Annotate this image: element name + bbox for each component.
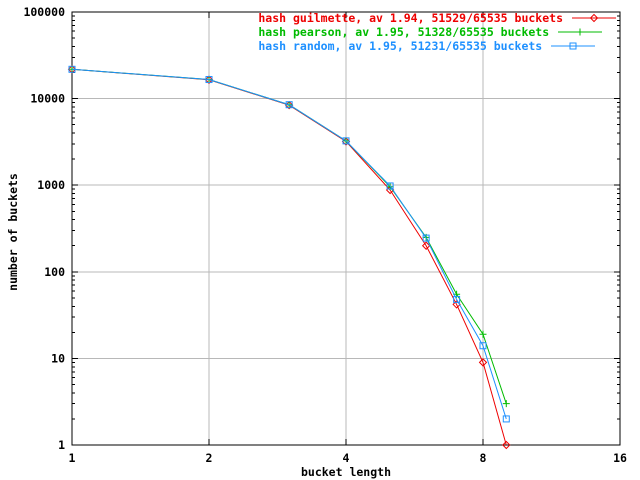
data-point-marker — [285, 101, 293, 109]
legend: hash guilmette, av 1.94, 51529/65535 buc… — [258, 11, 617, 53]
x-tick-label: 16 — [613, 451, 627, 465]
diamond-marker-icon — [589, 13, 599, 23]
y-tick-label: 100 — [44, 265, 65, 279]
data-point-marker — [422, 234, 430, 242]
data-point-marker — [453, 295, 461, 303]
data-point-marker — [479, 330, 487, 338]
square-marker-icon — [569, 42, 577, 50]
x-tick-label: 4 — [343, 451, 350, 465]
x-tick-label: 8 — [480, 451, 487, 465]
legend-label: hash random, av 1.95, 51231/65535 bucket… — [258, 39, 543, 53]
data-point-marker — [386, 182, 394, 190]
data-point-marker — [478, 358, 488, 367]
y-tick-label: 10000 — [30, 92, 65, 106]
data-point-marker — [67, 65, 77, 74]
legend-sample-square-icon — [551, 42, 596, 50]
gridlines — [72, 12, 620, 445]
series-1 — [68, 65, 510, 408]
data-point-marker — [502, 440, 511, 450]
y-tick-label: 10 — [51, 351, 65, 365]
data-point-marker — [68, 65, 76, 73]
data-point-marker — [342, 137, 350, 145]
series-0 — [67, 65, 511, 450]
legend-entry-hash-random: hash random, av 1.95, 51231/65535 bucket… — [258, 39, 617, 53]
legend-entry-hash-pearson: hash pearson, av 1.95, 51328/65535 bucke… — [258, 25, 617, 39]
data-point-marker — [502, 415, 510, 423]
y-tick-label: 100000 — [23, 5, 65, 19]
axis-ticks — [71, 11, 621, 446]
data-point-marker — [479, 342, 487, 350]
x-tick-label: 2 — [206, 451, 213, 465]
x-tick-label: 1 — [69, 451, 76, 465]
y-tick-label: 1 — [58, 438, 65, 452]
legend-entry-hash-guilmette: hash guilmette, av 1.94, 51529/65535 buc… — [258, 11, 617, 25]
legend-sample-diamond-icon — [572, 13, 616, 23]
data-point-marker — [204, 75, 214, 84]
legend-label: hash guilmette, av 1.94, 51529/65535 buc… — [258, 11, 563, 25]
series-line — [71, 68, 507, 446]
data-point-marker — [502, 400, 510, 408]
plus-marker-icon — [576, 28, 584, 36]
legend-label: hash pearson, av 1.95, 51328/65535 bucke… — [258, 25, 550, 39]
x-axis-title: bucket length — [300, 465, 391, 479]
legend-sample-plus-icon — [558, 28, 603, 36]
data-point-marker — [205, 76, 213, 84]
y-tick-label: 1000 — [37, 178, 65, 192]
series-2 — [68, 65, 510, 423]
y-axis-title: number of buckets — [6, 173, 20, 291]
data-point-marker — [341, 137, 351, 146]
data-point-marker — [421, 241, 431, 250]
series-line — [71, 68, 507, 420]
series-line — [71, 68, 507, 404]
